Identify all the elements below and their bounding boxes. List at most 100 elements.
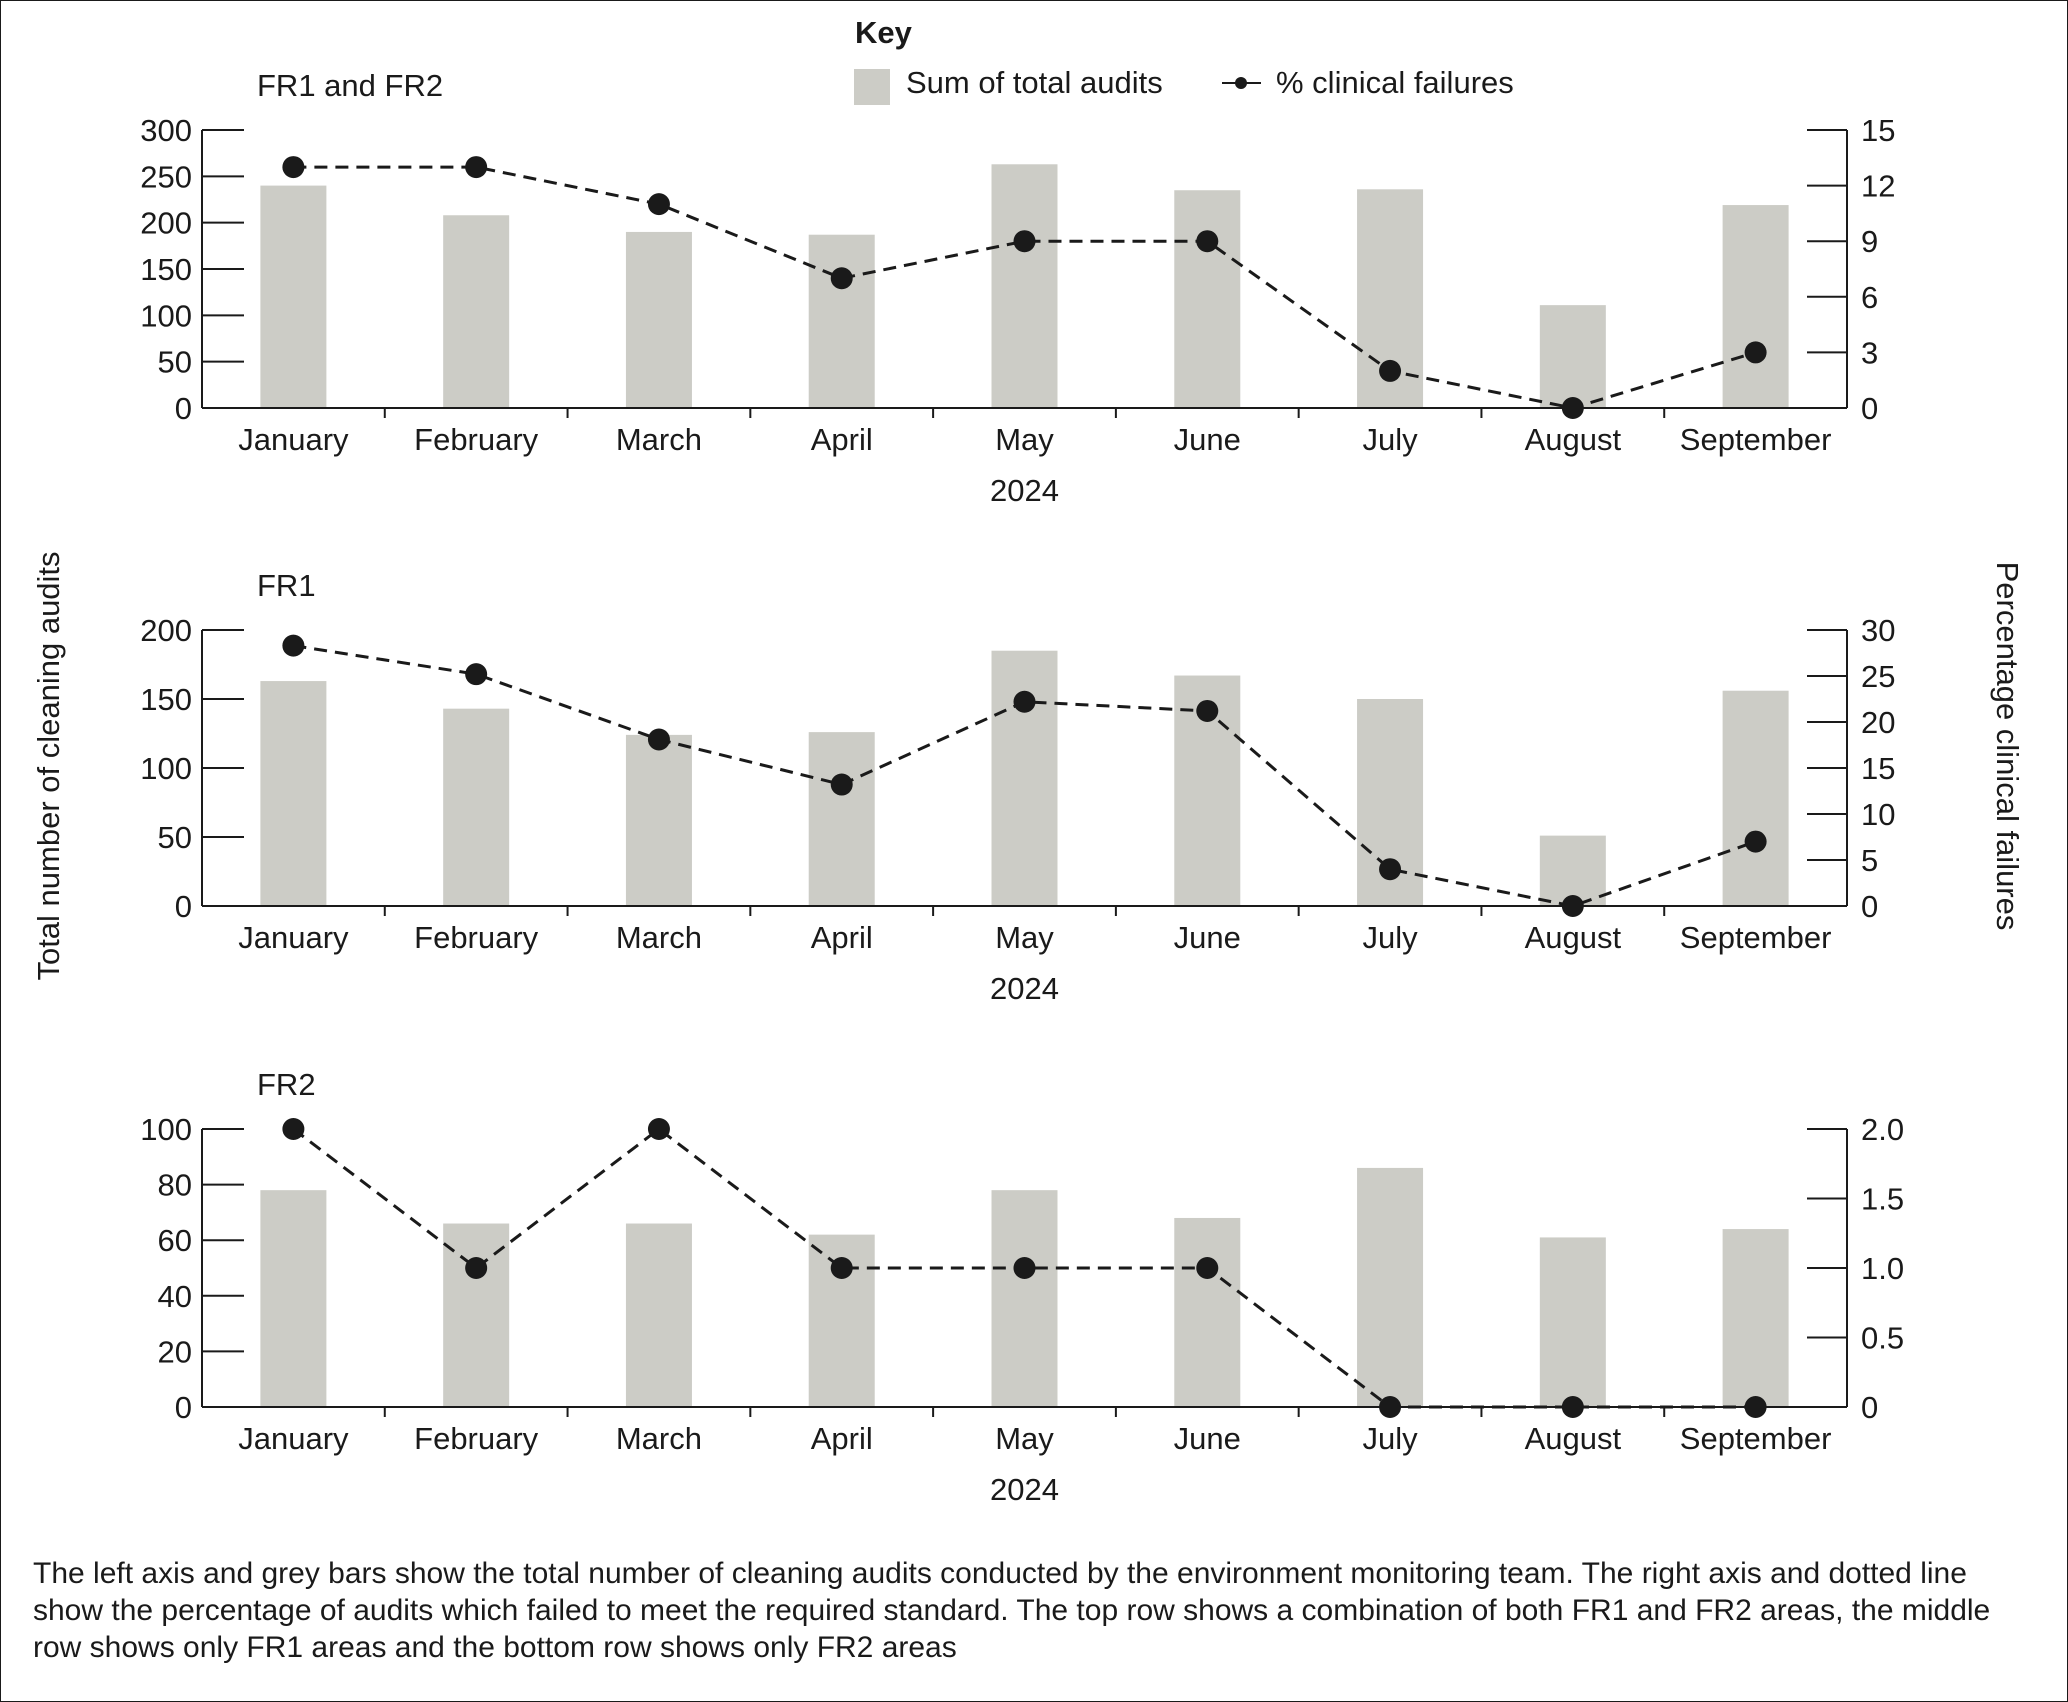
legend-line-label: % clinical failures (1276, 65, 1514, 100)
chart-panels: FR1 and FR205010015020025030003691215Jan… (140, 68, 1904, 1507)
right-tick-label: 30 (1861, 613, 1895, 648)
line-point (1561, 895, 1584, 917)
left-tick-label: 150 (140, 252, 192, 287)
line-point (1744, 830, 1767, 853)
panel-title: FR1 (257, 568, 316, 603)
bar (625, 1223, 692, 1407)
left-tick-label: 100 (140, 1112, 192, 1147)
bar (991, 1190, 1058, 1407)
x-tick-label: June (1174, 422, 1241, 457)
right-tick-label: 25 (1861, 659, 1895, 694)
right-tick-label: 9 (1861, 224, 1878, 259)
right-tick-label: 15 (1861, 113, 1895, 148)
x-axis-label: 2024 (990, 473, 1059, 508)
left-tick-label: 0 (175, 1390, 192, 1425)
x-tick-label: April (811, 1421, 873, 1456)
left-tick-label: 200 (140, 206, 192, 241)
bar (443, 1223, 510, 1407)
caption: The left axis and grey bars show the tot… (33, 1557, 1991, 1664)
x-tick-label: July (1362, 920, 1418, 955)
bar (443, 708, 510, 906)
line-point (1013, 230, 1036, 253)
line-point (647, 1118, 670, 1140)
right-tick-label: 1.0 (1861, 1251, 1904, 1286)
bar (991, 164, 1058, 408)
bar (1539, 305, 1606, 408)
line-point (1561, 397, 1584, 419)
bar (260, 1190, 327, 1407)
right-tick-label: 0 (1861, 391, 1878, 426)
right-tick-label: 2.0 (1861, 1112, 1904, 1147)
x-tick-label: April (811, 422, 873, 457)
right-tick-label: 6 (1861, 280, 1878, 315)
x-tick-label: September (1680, 920, 1832, 955)
bar (808, 732, 875, 906)
line-point (1379, 359, 1402, 382)
bar (991, 650, 1058, 906)
legend-bar-label: Sum of total audits (906, 65, 1163, 100)
bar (625, 231, 692, 408)
line-point (830, 773, 853, 796)
chart-svg: Key Sum of total audits % clinical failu… (31, 15, 2025, 1507)
left-tick-label: 200 (140, 613, 192, 648)
right-tick-label: 0.5 (1861, 1321, 1904, 1356)
line-point (830, 267, 853, 290)
legend: Key Sum of total audits % clinical failu… (854, 15, 1514, 105)
line-point (1561, 1396, 1584, 1418)
x-tick-label: May (995, 1421, 1054, 1456)
bar (260, 681, 327, 906)
line-point (1744, 1396, 1767, 1418)
bar (1722, 205, 1789, 408)
right-tick-label: 3 (1861, 335, 1878, 370)
line-point (465, 1257, 488, 1279)
left-tick-label: 100 (140, 751, 192, 786)
line-point (1196, 1257, 1219, 1279)
x-tick-label: January (238, 422, 349, 457)
legend-bar-swatch (854, 69, 890, 105)
bar (1539, 1237, 1606, 1407)
line-point (647, 193, 670, 216)
panel-title: FR2 (257, 1067, 316, 1102)
x-tick-label: May (995, 920, 1054, 955)
x-tick-label: August (1525, 920, 1622, 955)
bar (443, 215, 510, 408)
bar (1722, 1229, 1789, 1407)
line-point (1013, 1257, 1036, 1279)
line-point (465, 156, 488, 179)
left-tick-label: 0 (175, 889, 192, 924)
x-tick-label: July (1362, 1421, 1418, 1456)
right-tick-label: 1.5 (1861, 1182, 1904, 1217)
left-tick-label: 60 (158, 1223, 192, 1258)
line-point (282, 156, 305, 179)
x-tick-label: April (811, 920, 873, 955)
bar (625, 734, 692, 906)
right-tick-label: 10 (1861, 797, 1895, 832)
x-axis-label: 2024 (990, 1472, 1059, 1507)
line-point (1013, 690, 1036, 713)
left-tick-label: 50 (158, 820, 192, 855)
panel-title: FR1 and FR2 (257, 68, 443, 103)
line-point (1196, 699, 1219, 722)
x-tick-label: February (414, 920, 539, 955)
left-tick-label: 0 (175, 391, 192, 426)
bar (1357, 1167, 1424, 1407)
legend-heading: Key (855, 15, 913, 50)
x-tick-label: August (1525, 1421, 1622, 1456)
left-tick-label: 80 (158, 1168, 192, 1203)
bar (1174, 190, 1241, 408)
chart-panel: FR1 and FR2 0 50 100 150 200 250 300 0 3 6 9 12 15 Jan… (140, 68, 1895, 508)
x-tick-label: June (1174, 1421, 1241, 1456)
left-tick-label: 150 (140, 682, 192, 717)
bar (1539, 835, 1606, 906)
legend-line-marker (1235, 77, 1247, 89)
x-tick-label: July (1362, 422, 1418, 457)
x-tick-label: May (995, 422, 1054, 457)
line-point (282, 1118, 305, 1140)
left-tick-label: 300 (140, 113, 192, 148)
x-axis-label: 2024 (990, 971, 1059, 1006)
x-tick-label: September (1680, 1421, 1832, 1456)
x-tick-label: January (238, 1421, 349, 1456)
right-tick-label: 12 (1861, 169, 1895, 204)
line-point (1744, 341, 1767, 364)
